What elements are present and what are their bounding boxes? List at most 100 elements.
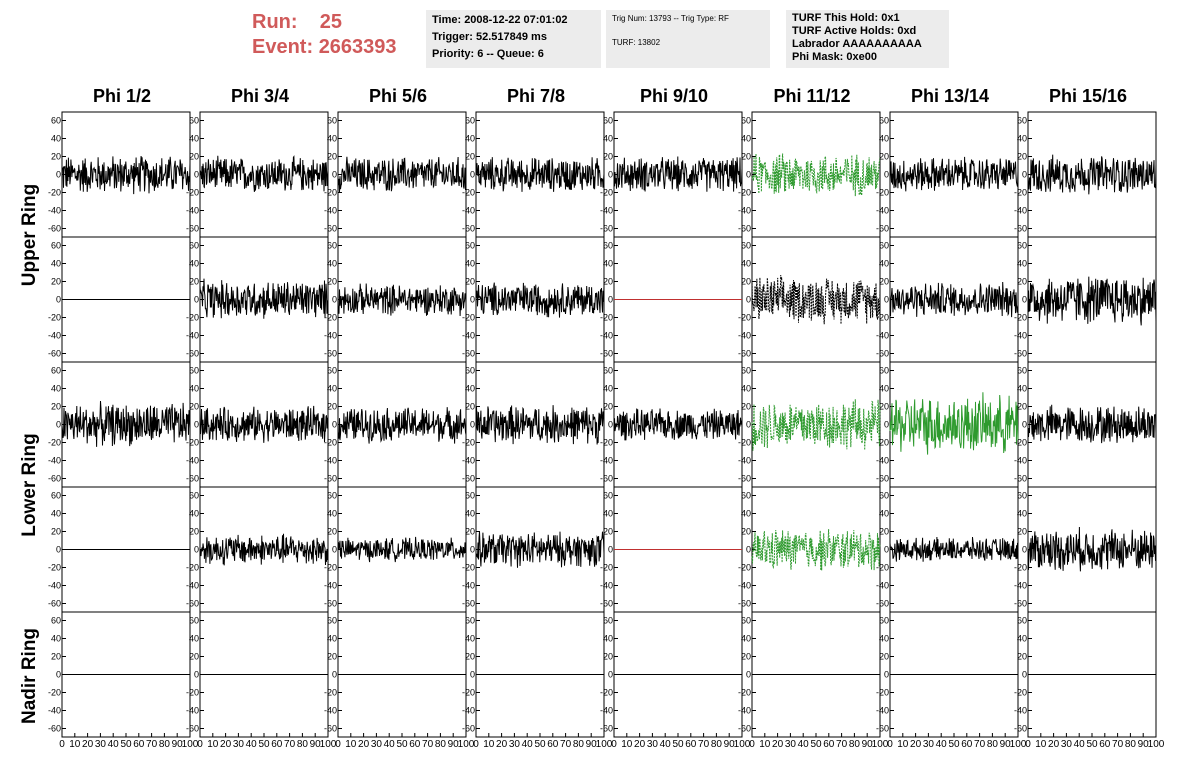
y-tick-label: -40 <box>48 456 61 466</box>
y-tick-label: 40 <box>51 634 61 644</box>
time-text: Time: 2008-12-22 07:01:02 <box>432 14 568 26</box>
y-tick-label: -20 <box>324 313 337 323</box>
y-tick-label: -20 <box>462 188 475 198</box>
y-tick-label: -40 <box>1014 206 1027 216</box>
x-tick-label: 40 <box>1074 739 1086 750</box>
x-tick-label: 30 <box>923 739 935 750</box>
run-label: Run: <box>252 11 298 33</box>
x-tick-label: 10 <box>759 739 771 750</box>
y-tick-label: 0 <box>884 420 889 430</box>
x-tick-label: 0 <box>611 739 617 750</box>
y-tick-label: -60 <box>324 224 337 234</box>
y-tick-label: -60 <box>600 724 613 734</box>
y-tick-label: 40 <box>189 634 199 644</box>
y-tick-label: 20 <box>327 402 337 412</box>
y-tick-label: 20 <box>879 402 889 412</box>
y-tick-label: -20 <box>462 688 475 698</box>
y-tick-label: 60 <box>189 491 199 501</box>
x-tick-label: 80 <box>159 739 171 750</box>
x-tick-label: 10 <box>207 739 219 750</box>
x-tick-label: 70 <box>698 739 710 750</box>
y-tick-label: -60 <box>876 474 889 484</box>
turf-active-text: TURF Active Holds: 0xd <box>792 25 917 37</box>
y-tick-label: 0 <box>56 670 61 680</box>
y-tick-label: 20 <box>51 652 61 662</box>
y-tick-label: 60 <box>51 241 61 251</box>
x-tick-label: 50 <box>258 739 270 750</box>
y-tick-label: -40 <box>462 456 475 466</box>
x-tick-label: 100 <box>734 739 751 750</box>
y-tick-label: 20 <box>1017 652 1027 662</box>
y-tick-label: -40 <box>600 331 613 341</box>
y-tick-label: 40 <box>189 259 199 269</box>
y-tick-label: 20 <box>189 152 199 162</box>
x-tick-label: 50 <box>948 739 960 750</box>
y-tick-label: -20 <box>462 313 475 323</box>
y-tick-label: -20 <box>48 313 61 323</box>
y-tick-label: -40 <box>738 206 751 216</box>
y-tick-label: -60 <box>324 349 337 359</box>
y-tick-label: 0 <box>608 295 613 305</box>
y-tick-label: -40 <box>738 581 751 591</box>
y-tick-label: 60 <box>1017 366 1027 376</box>
x-tick-label: 80 <box>297 739 309 750</box>
x-tick-label: 50 <box>672 739 684 750</box>
y-tick-label: -60 <box>186 349 199 359</box>
y-tick-label: -60 <box>186 724 199 734</box>
y-tick-label: -20 <box>600 563 613 573</box>
y-tick-label: -20 <box>48 563 61 573</box>
waveform-trace <box>199 405 329 443</box>
waveform-trace <box>475 157 605 192</box>
y-tick-label: -20 <box>186 688 199 698</box>
y-tick-label: -20 <box>600 313 613 323</box>
waveform-trace <box>61 155 191 195</box>
x-tick-label: 0 <box>473 739 479 750</box>
x-tick-label: 50 <box>1086 739 1098 750</box>
y-tick-label: -20 <box>186 188 199 198</box>
y-tick-label: 20 <box>51 402 61 412</box>
x-tick-label: 0 <box>59 739 65 750</box>
y-tick-label: 0 <box>608 545 613 555</box>
y-tick-label: 20 <box>603 402 613 412</box>
x-tick-label: 90 <box>1138 739 1150 750</box>
y-tick-label: -20 <box>738 438 751 448</box>
y-tick-label: -20 <box>186 313 199 323</box>
x-tick-label: 30 <box>95 739 107 750</box>
y-tick-label: -40 <box>876 456 889 466</box>
y-tick-label: -60 <box>48 599 61 609</box>
y-tick-label: -20 <box>876 313 889 323</box>
y-tick-label: 40 <box>327 634 337 644</box>
y-tick-label: 60 <box>603 116 613 126</box>
y-tick-label: 0 <box>470 545 475 555</box>
y-tick-label: -20 <box>186 563 199 573</box>
x-tick-label: 70 <box>284 739 296 750</box>
y-tick-label: 60 <box>1017 116 1027 126</box>
x-tick-label: 50 <box>810 739 822 750</box>
y-tick-label: 20 <box>51 527 61 537</box>
y-tick-label: 40 <box>465 259 475 269</box>
y-tick-label: 40 <box>879 259 889 269</box>
y-tick-label: -20 <box>600 188 613 198</box>
y-tick-label: -60 <box>324 724 337 734</box>
y-tick-label: -40 <box>186 456 199 466</box>
column-header-phi-3-4: Phi 3/4 <box>230 86 290 106</box>
x-tick-label: 10 <box>69 739 81 750</box>
x-tick-label: 20 <box>634 739 646 750</box>
y-tick-label: 0 <box>746 420 751 430</box>
y-tick-label: 20 <box>879 277 889 287</box>
y-tick-label: 20 <box>465 152 475 162</box>
y-tick-label: 20 <box>879 652 889 662</box>
y-tick-label: 0 <box>746 670 751 680</box>
y-tick-label: -20 <box>1014 688 1027 698</box>
y-tick-label: -20 <box>1014 313 1027 323</box>
y-tick-label: 40 <box>189 384 199 394</box>
y-tick-label: -60 <box>324 599 337 609</box>
x-tick-label: 70 <box>836 739 848 750</box>
y-tick-label: -20 <box>186 438 199 448</box>
column-header-phi-1-2: Phi 1/2 <box>92 86 152 106</box>
y-tick-label: 60 <box>741 491 751 501</box>
y-tick-label: 60 <box>465 491 475 501</box>
y-tick-label: -60 <box>462 474 475 484</box>
priority-text: Priority: 6 -- Queue: 6 <box>432 48 544 60</box>
phi-mask-text: Phi Mask: 0xe00 <box>792 51 877 63</box>
